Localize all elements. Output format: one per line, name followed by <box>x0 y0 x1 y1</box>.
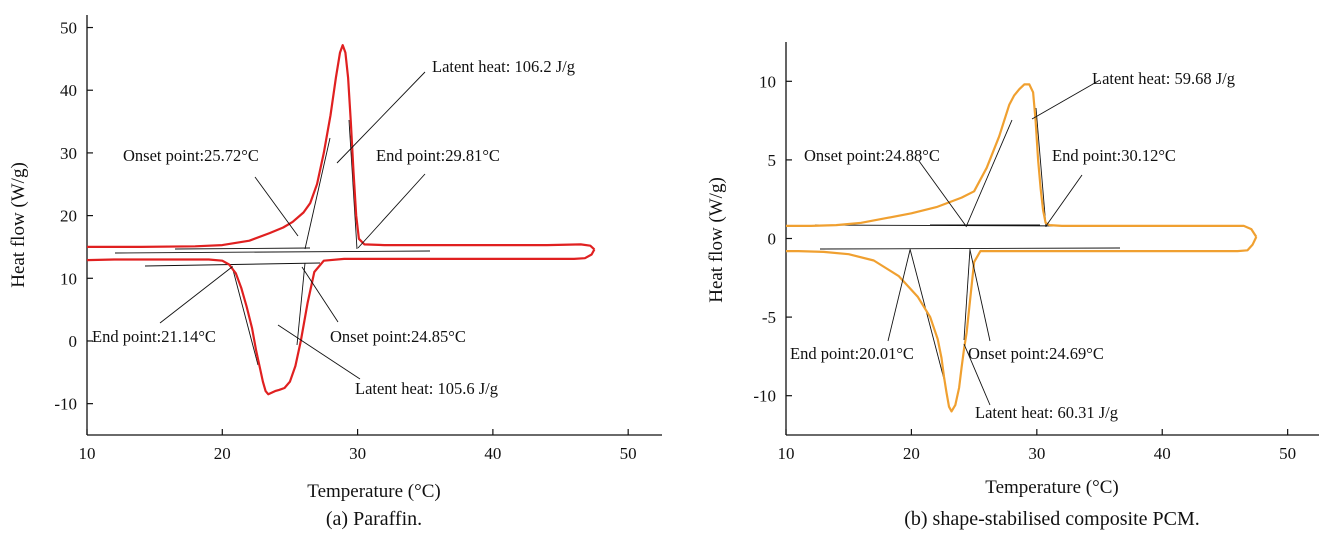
y-tick-label: 40 <box>60 81 77 100</box>
x-tick-label: 50 <box>620 444 637 463</box>
y-tick-label: 30 <box>60 144 77 163</box>
annotation-end-melting: End point:29.81°C <box>376 146 500 165</box>
x-tick-label: 40 <box>1154 444 1171 463</box>
y-tick-label: -5 <box>762 308 776 327</box>
y-tick-label: -10 <box>54 395 77 414</box>
series-heating-curve <box>87 43 596 251</box>
x-tick-label: 20 <box>903 444 920 463</box>
annotation-onset-freezing: Onset point:24.69°C <box>968 344 1104 363</box>
annotation-latent-heat-melting: Latent heat: 59.68 J/g <box>1092 69 1235 88</box>
x-tick-label: 40 <box>484 444 501 463</box>
y-tick-label: 10 <box>60 269 77 288</box>
y-axis-label: Heat flow (W/g) <box>706 177 727 303</box>
series-heating-curve <box>786 83 1258 238</box>
annotation-end-freezing: End point:21.14°C <box>92 327 216 346</box>
x-axis-label: Temperature (°C) <box>307 481 440 502</box>
panel-a-paraffin: 10 20 30 40 50 -10 0 10 20 30 40 50 Latent heat: 1… <box>8 15 662 530</box>
series-cooling-curve <box>786 236 1258 413</box>
y-axis-label: Heat flow (W/g) <box>8 162 29 288</box>
y-tick-label: 0 <box>768 230 777 249</box>
annotation-end-melting: End point:30.12°C <box>1052 146 1176 165</box>
annotation-onset-melting: Onset point:24.88°C <box>804 146 940 165</box>
x-tick-label: 30 <box>1028 444 1045 463</box>
y-tick-label: 5 <box>768 151 777 170</box>
x-tick-label: 30 <box>349 444 366 463</box>
panel-caption: (b) shape-stabilised composite PCM. <box>904 508 1200 530</box>
x-tick-label: 50 <box>1279 444 1296 463</box>
annotation-end-freezing: End point:20.01°C <box>790 344 914 363</box>
panel-caption: (a) Paraffin. <box>326 508 422 530</box>
annotation-latent-heat-freezing: Latent heat: 60.31 J/g <box>975 403 1118 422</box>
annotation-latent-heat-freezing: Latent heat: 105.6 J/g <box>355 379 498 398</box>
series-cooling-curve <box>86 248 596 396</box>
panel-b-composite-pcm: 10 20 30 40 50 -10 -5 0 5 10 Latent heat: 59.68 … <box>706 42 1319 530</box>
y-tick-label: -10 <box>753 387 776 406</box>
y-tick-label: 20 <box>60 207 77 226</box>
annotation-latent-heat-melting: Latent heat: 106.2 J/g <box>432 57 575 76</box>
annotation-leaders <box>159 71 426 380</box>
annotation-onset-melting: Onset point:25.72°C <box>123 146 259 165</box>
x-tick-label: 10 <box>79 444 96 463</box>
baseline-tangent-lines <box>114 119 431 366</box>
annotation-onset-freezing: Onset point:24.85°C <box>330 327 466 346</box>
x-axis-label: Temperature (°C) <box>985 477 1118 498</box>
x-tick-label: 20 <box>214 444 231 463</box>
y-tick-label: 10 <box>759 72 776 91</box>
y-tick-label: 50 <box>60 19 77 38</box>
annotation-leaders <box>887 79 1101 406</box>
y-tick-label: 0 <box>69 332 78 351</box>
baseline-tangent-lines <box>814 107 1121 384</box>
x-tick-label: 10 <box>778 444 795 463</box>
